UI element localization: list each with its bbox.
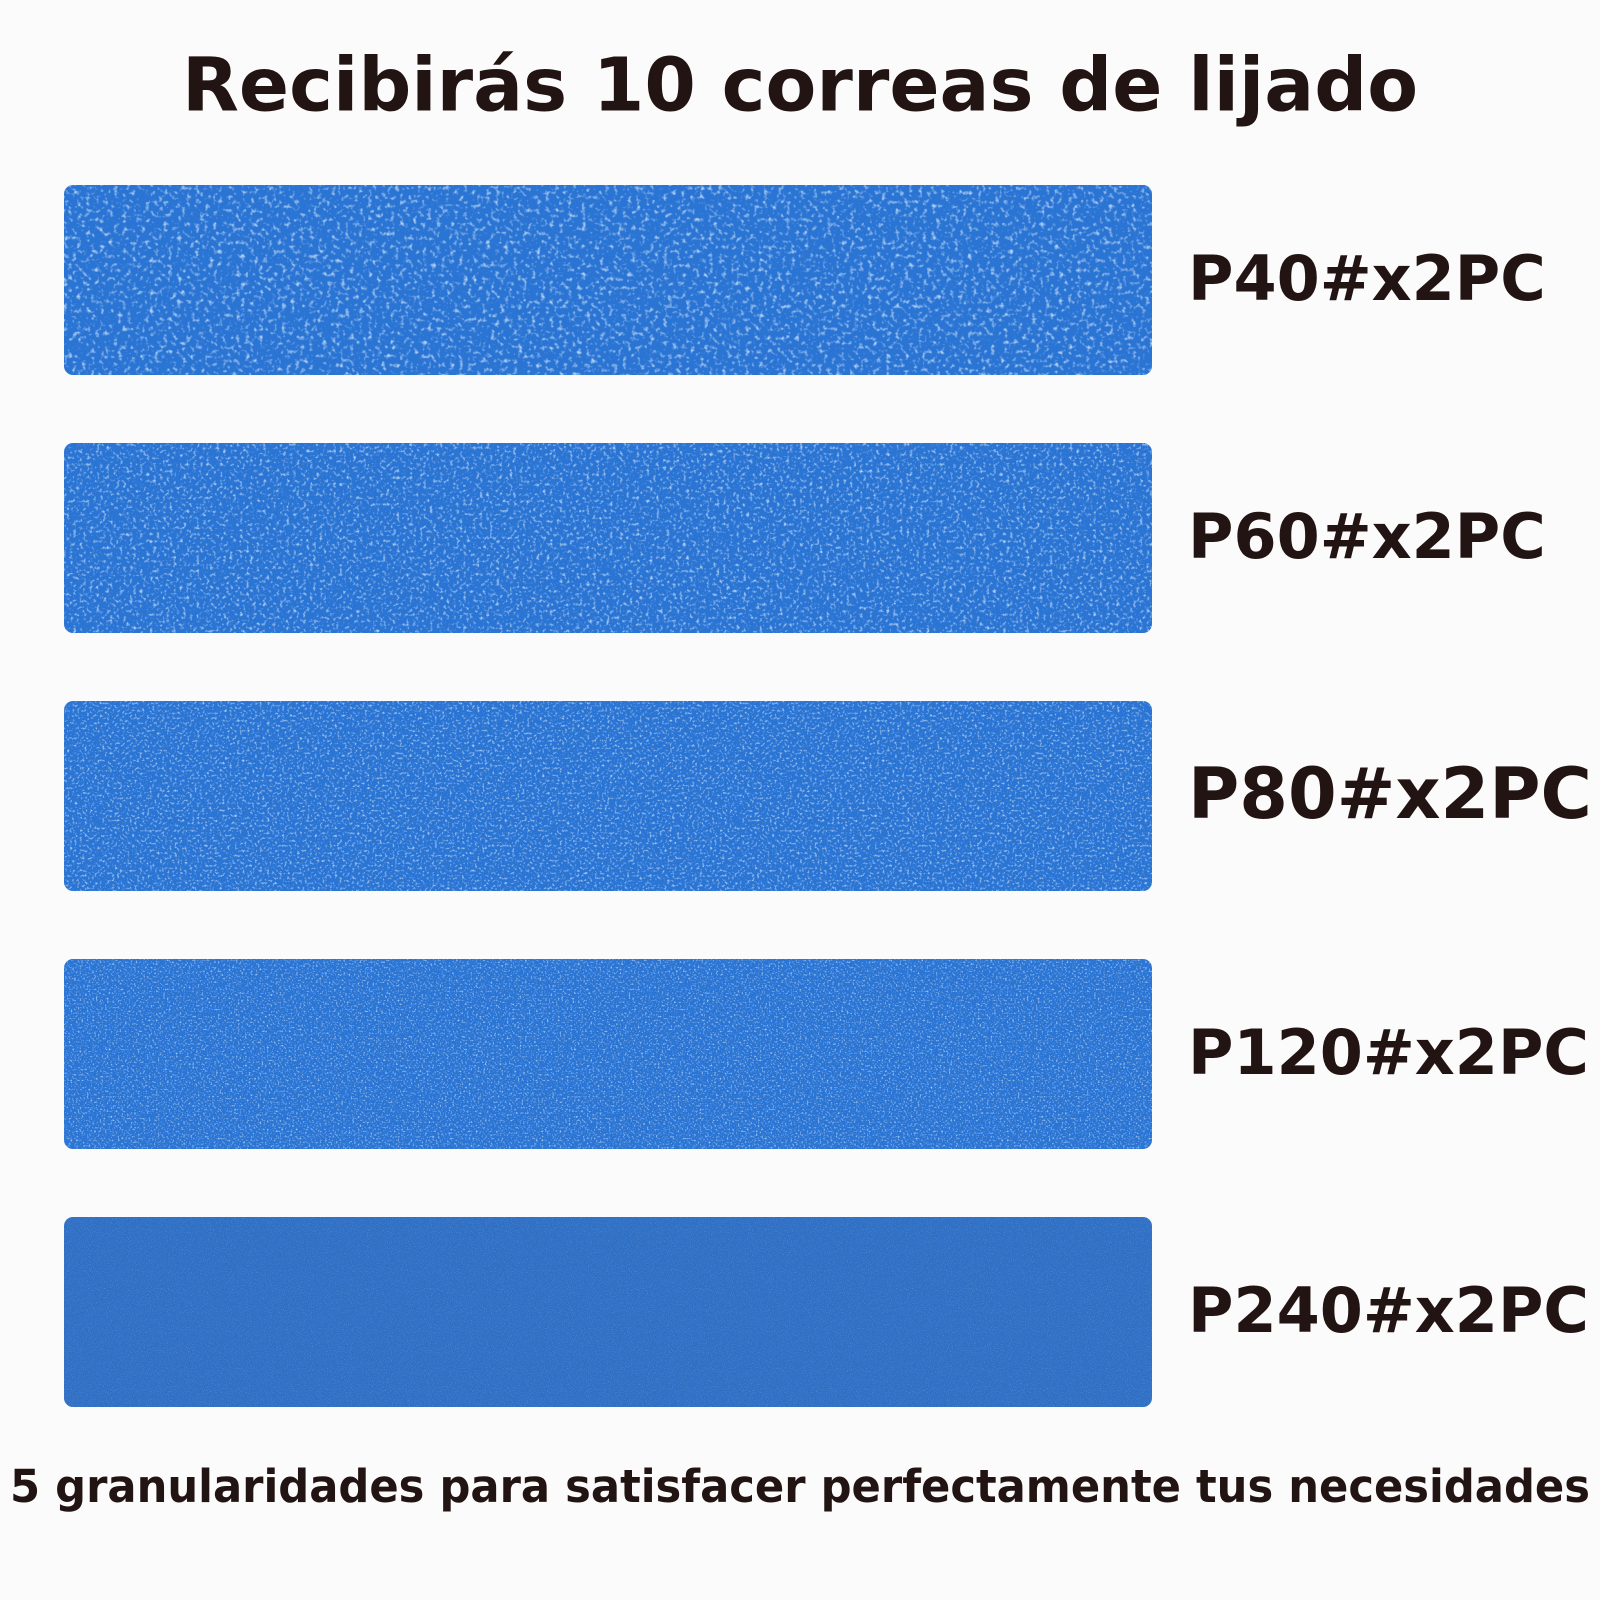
- belt-label: P40#x2PC: [1188, 242, 1546, 315]
- belt-texture: [64, 1217, 1152, 1407]
- sanding-belt: [64, 185, 1152, 375]
- sanding-belt: [64, 443, 1152, 633]
- belt-label: P60#x2PC: [1188, 500, 1546, 573]
- footer-text: 5 granularidades para satisfacer perfect…: [10, 1460, 1590, 1513]
- belt-texture: [64, 959, 1152, 1149]
- belt-label: P120#x2PC: [1188, 1016, 1589, 1089]
- belt-texture: [64, 185, 1152, 375]
- belt-texture: [64, 443, 1152, 633]
- sanding-belt: [64, 701, 1152, 891]
- sanding-belt: [64, 959, 1152, 1149]
- title: Recibirás 10 correas de lijado: [182, 43, 1418, 129]
- belt-texture: [64, 701, 1152, 891]
- belt-label: P80#x2PC: [1188, 753, 1592, 835]
- belt-label: P240#x2PC: [1188, 1274, 1589, 1347]
- sanding-belt: [64, 1217, 1152, 1407]
